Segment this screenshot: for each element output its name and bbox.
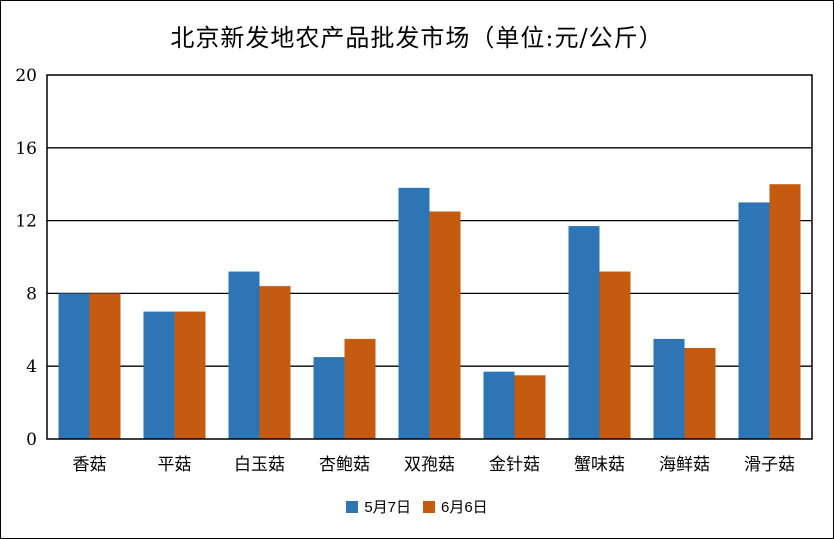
x-tick-label: 白玉菇 <box>234 455 285 475</box>
legend-swatch-series-1 <box>346 500 359 513</box>
chart-title: 北京新发地农产品批发市场（单位:元/公斤） <box>170 24 664 52</box>
x-tick-label: 海鲜菇 <box>659 455 710 475</box>
legend-swatch-series-2 <box>423 500 435 513</box>
x-tick-label: 滑子菇 <box>744 455 795 475</box>
bar-1 <box>143 311 175 439</box>
legend: 5月7日 6月6日 <box>0 496 834 517</box>
bar-2 <box>514 375 546 439</box>
bar-1 <box>568 226 600 439</box>
x-tick-label: 蟹味菇 <box>574 455 625 475</box>
x-tick-label: 平菇 <box>158 455 192 475</box>
plot-area-border <box>46 74 813 440</box>
bar-2 <box>259 286 291 439</box>
x-tick-label: 香菇 <box>73 455 107 475</box>
y-tick-label: 0 <box>26 430 37 450</box>
y-tick-label: 16 <box>15 139 37 159</box>
bar-1 <box>58 293 90 439</box>
bar-1 <box>398 187 430 439</box>
x-tick-label: 金针菇 <box>489 455 540 475</box>
bar-2 <box>174 311 206 439</box>
bar-1 <box>483 371 515 439</box>
x-tick-label: 双孢菇 <box>404 455 455 475</box>
bar-2 <box>684 348 716 439</box>
y-tick-label: 8 <box>26 284 37 304</box>
bar-1 <box>313 357 345 439</box>
legend-label-series-2: 6月6日 <box>441 499 488 516</box>
y-tick-label: 4 <box>26 357 37 377</box>
y-tick-label: 12 <box>15 212 37 232</box>
bar-2 <box>344 338 376 439</box>
bar-1 <box>228 271 260 439</box>
bar-2 <box>429 211 461 439</box>
bar-1 <box>738 202 770 439</box>
x-tick-label: 杏鲍菇 <box>319 455 370 475</box>
legend-item-series-1: 5月7日 <box>346 496 411 517</box>
bar-2 <box>769 184 801 439</box>
bar-2 <box>599 271 631 439</box>
bar-2 <box>89 293 121 439</box>
legend-item-series-2: 6月6日 <box>423 496 488 517</box>
legend-label-series-1: 5月7日 <box>364 499 411 516</box>
bar-1 <box>653 338 685 439</box>
y-tick-label: 20 <box>15 66 37 86</box>
